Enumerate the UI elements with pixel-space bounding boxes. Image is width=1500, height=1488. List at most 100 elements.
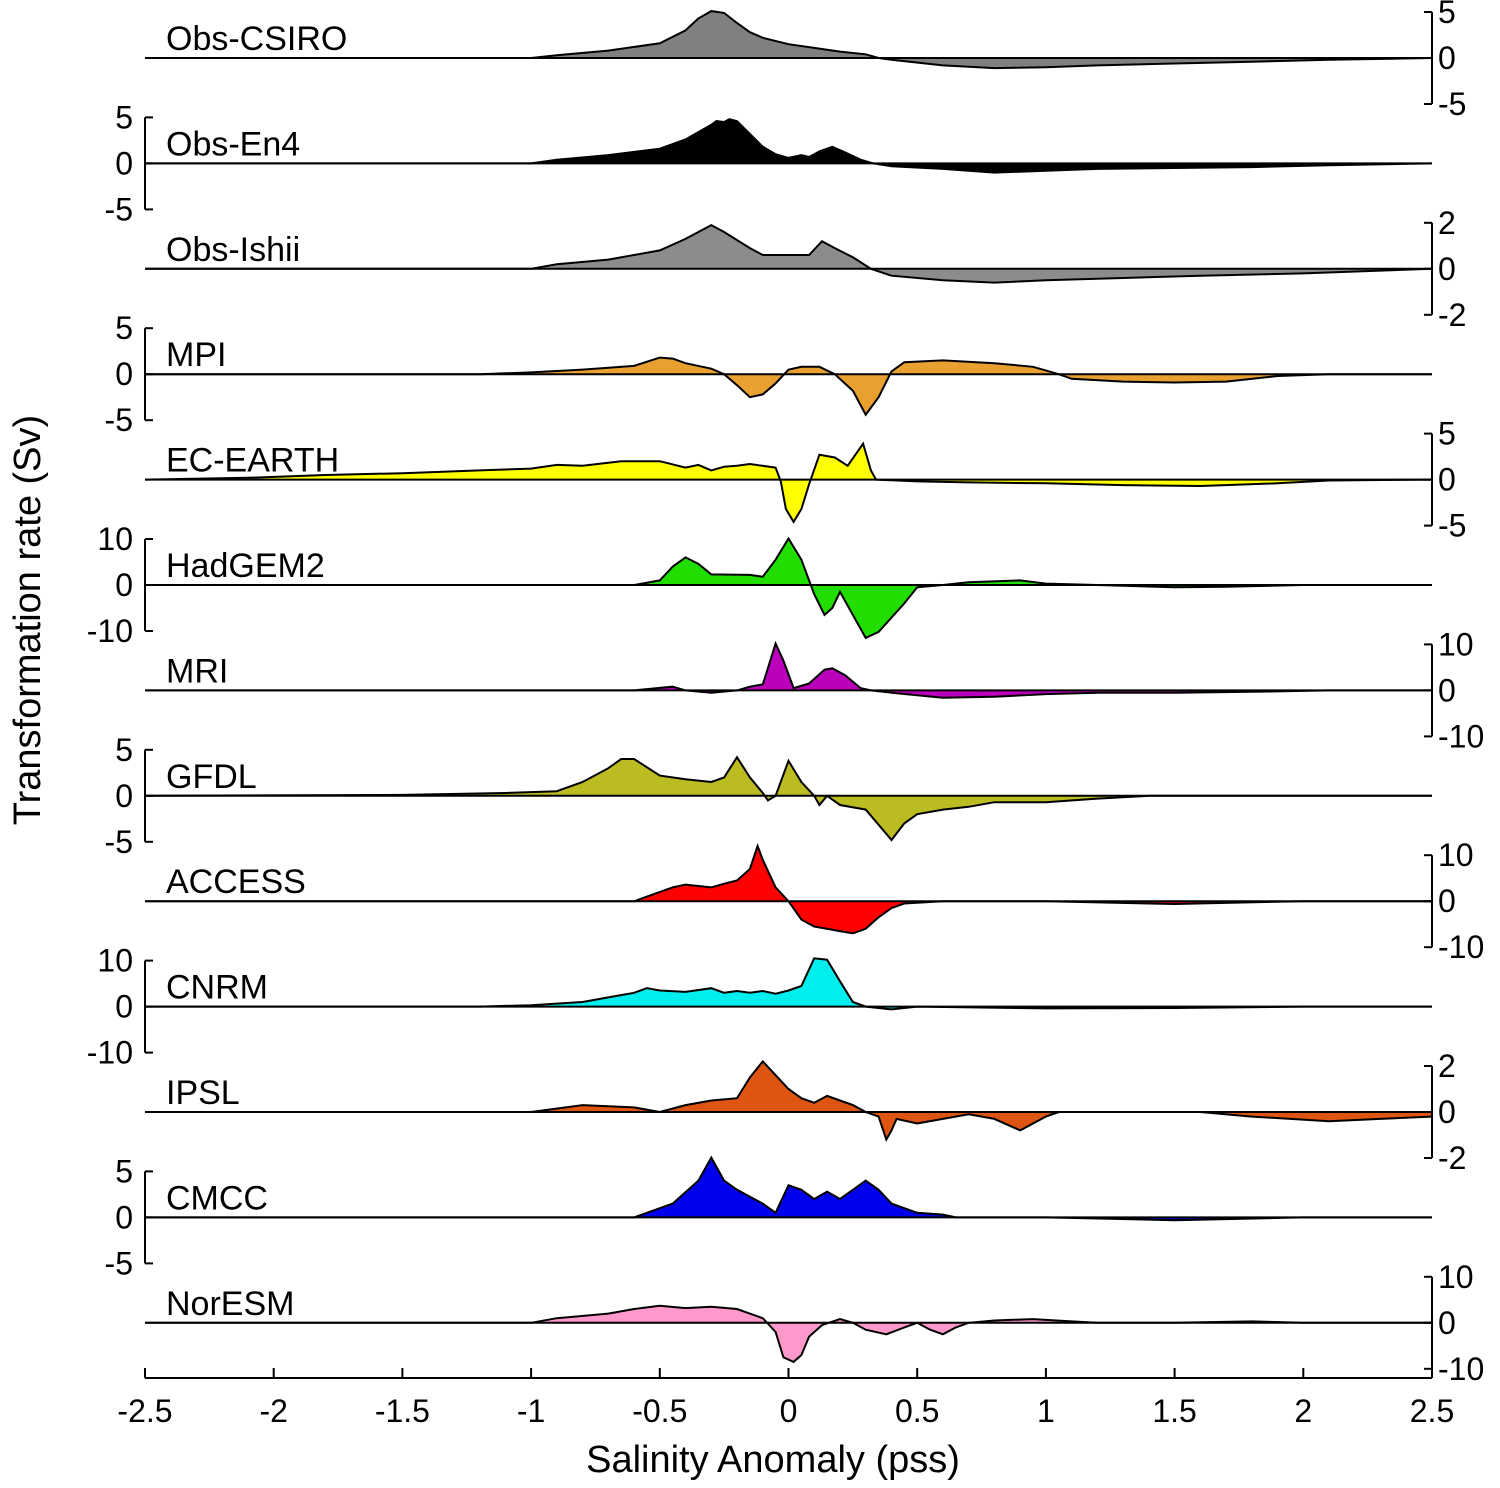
x-tick-label: 2.5	[1410, 1393, 1454, 1429]
y-tick-label: 2	[1438, 205, 1456, 241]
series-area	[145, 958, 1432, 1010]
y-axis-title: Transformation rate (Sv)	[7, 415, 49, 825]
series-area	[145, 846, 1432, 934]
y-axis-obs-csiro: 5 0 -5	[1424, 0, 1466, 122]
x-tick-label: -1	[517, 1393, 545, 1429]
panel-ec-earth: EC-EARTH 5 0 -5	[144, 416, 1466, 544]
y-tick-label: 0	[1438, 672, 1456, 708]
panel-cmcc: CMCC 5 0 -5	[105, 1153, 1432, 1281]
y-axis-hadgem2: 10 0 -10	[87, 521, 153, 649]
y-tick-label: -5	[105, 824, 133, 860]
y-tick-label: 0	[1438, 40, 1456, 76]
y-tick-label: 0	[1438, 462, 1456, 498]
x-tick-label: 1	[1037, 1393, 1055, 1429]
y-axis-obs-ishii: 2 0 -2	[1424, 205, 1466, 333]
y-tick-label: 0	[115, 567, 133, 603]
y-axis-cmcc: 5 0 -5	[105, 1153, 153, 1281]
panel-obs-en4: Obs-En4 5 0 -5	[105, 99, 1433, 227]
panel-hadgem2: HadGEM2 10 0 -10	[87, 521, 1432, 649]
series-area	[145, 357, 1432, 415]
y-tick-label: 0	[115, 145, 133, 181]
y-tick-label: -5	[1438, 86, 1466, 122]
y-tick-label: 2	[1438, 1048, 1456, 1084]
x-tick-label: 0	[780, 1393, 798, 1429]
panel-label: ACCESS	[166, 863, 306, 901]
y-tick-label: 5	[115, 1153, 133, 1189]
y-tick-label: -10	[1438, 1351, 1484, 1387]
y-tick-label: 0	[115, 356, 133, 392]
panel-label: Obs-En4	[166, 125, 300, 163]
y-tick-label: 5	[115, 99, 133, 135]
y-tick-label: -2	[1438, 1140, 1466, 1176]
y-tick-label: 10	[1438, 837, 1474, 873]
x-tick-label: -2.5	[117, 1393, 172, 1429]
series-area	[145, 11, 1432, 69]
panels: Obs-CSIRO50-5Obs-En450-5Obs-Ishii20-2MPI…	[87, 0, 1485, 1387]
panel-label: Obs-CSIRO	[166, 20, 347, 58]
y-tick-label: -5	[105, 402, 133, 438]
y-tick-label: 10	[1438, 1259, 1474, 1295]
panel-gfdl: GFDL 5 0 -5	[105, 732, 1432, 860]
series-area	[145, 538, 1432, 638]
y-tick-label: 0	[1438, 1094, 1456, 1130]
series-line	[145, 957, 1432, 1011]
series-area	[145, 119, 1432, 173]
y-tick-label: 10	[97, 521, 133, 557]
panel-label: CMCC	[166, 1179, 268, 1217]
series-line	[145, 356, 1432, 417]
panel-ipsl: IPSL 2 0 -2	[145, 1048, 1466, 1176]
x-axis: -2.5 -2 -1.5 -1 -0.5 0 0.5 1 1.5 2 2.5	[117, 1368, 1454, 1429]
y-tick-label: -5	[105, 191, 133, 227]
y-tick-label: 0	[1438, 251, 1456, 287]
y-tick-label: -2	[1438, 297, 1466, 333]
panel-obs-csiro: Obs-CSIRO 5 0 -5	[145, 0, 1466, 122]
series-line	[145, 118, 1433, 174]
y-tick-label: -10	[1438, 929, 1484, 965]
y-tick-label: 5	[115, 732, 133, 768]
y-tick-label: 5	[1438, 416, 1456, 452]
y-tick-label: -10	[87, 613, 133, 649]
y-tick-label: 0	[115, 989, 133, 1025]
y-tick-label: 5	[115, 310, 133, 346]
y-tick-label: 5	[1438, 0, 1456, 30]
y-tick-label: -5	[1438, 508, 1466, 544]
panel-label: NorESM	[166, 1285, 294, 1323]
x-tick-label: 2	[1294, 1393, 1312, 1429]
panel-label: MRI	[166, 652, 228, 690]
y-tick-label: -10	[87, 1035, 133, 1071]
panel-mpi: MPI 5 0 -5	[105, 310, 1432, 438]
x-tick-label: -2	[259, 1393, 287, 1429]
series-area	[145, 1305, 1432, 1362]
series-area	[145, 1061, 1432, 1140]
panel-label: Obs-Ishii	[166, 231, 300, 269]
series-area	[145, 1157, 1432, 1221]
panel-label: CNRM	[166, 969, 268, 1007]
series-line	[145, 223, 1433, 284]
series-line	[145, 10, 1433, 70]
y-tick-label: 0	[115, 778, 133, 814]
x-tick-label: -0.5	[632, 1393, 687, 1429]
y-tick-label: 0	[1438, 1305, 1456, 1341]
series-line	[144, 755, 1432, 842]
y-axis-mpi: 5 0 -5	[105, 310, 153, 438]
x-axis-title: Salinity Anomaly (pss)	[586, 1439, 960, 1481]
y-axis-ipsl: 2 0 -2	[1424, 1048, 1466, 1176]
panel-noresm: NorESM 10 0 -10	[145, 1259, 1484, 1387]
series-area	[145, 443, 1432, 522]
y-axis-noresm: 10 0 -10	[1424, 1259, 1484, 1387]
panel-label: MPI	[166, 336, 226, 374]
y-axis-gfdl: 5 0 -5	[105, 732, 153, 860]
y-axis-cnrm: 10 0 -10	[87, 943, 153, 1071]
panel-label: HadGEM2	[166, 547, 325, 585]
y-tick-label: 10	[97, 943, 133, 979]
series-area	[145, 757, 1432, 840]
series-line	[145, 843, 1432, 935]
y-tick-label: -10	[1438, 718, 1484, 754]
panel-label: GFDL	[166, 758, 257, 796]
series-line	[144, 441, 1433, 524]
panel-mri: MRI 10 0 -10	[145, 626, 1484, 754]
y-axis-obs-en4: 5 0 -5	[105, 99, 153, 227]
series-line	[145, 1304, 1432, 1364]
x-tick-label: -1.5	[375, 1393, 430, 1429]
y-tick-label: 0	[115, 1199, 133, 1235]
